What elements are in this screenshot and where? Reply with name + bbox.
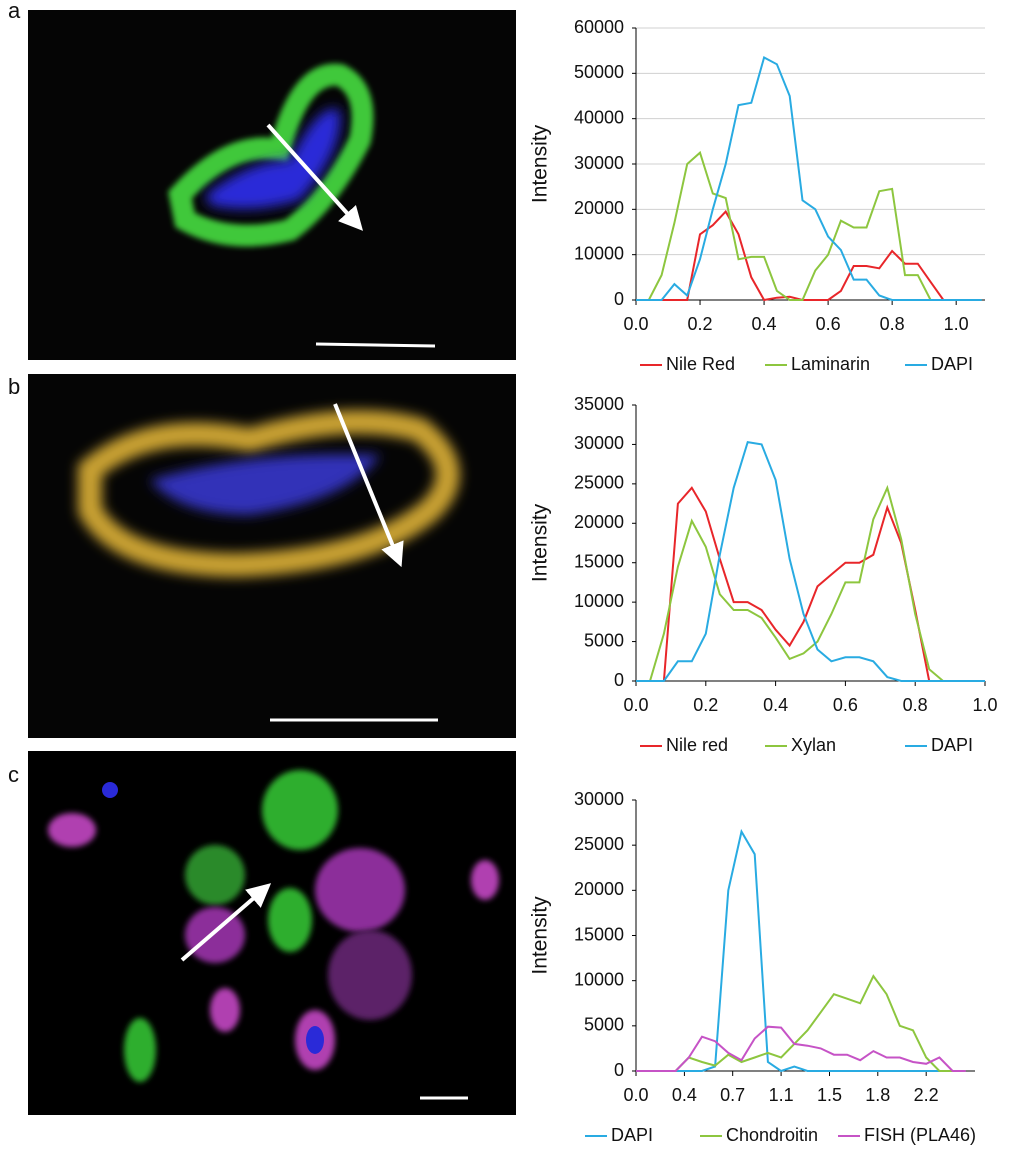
y-tick-label: 30000 (574, 433, 624, 453)
y-tick-label: 30000 (574, 789, 624, 809)
y-tick-label: 0 (614, 1060, 624, 1080)
x-tick-label: 0.8 (903, 695, 928, 715)
x-tick-label: 0.4 (763, 695, 788, 715)
y-tick-label: 10000 (574, 591, 624, 611)
x-tick-label: 0.6 (816, 314, 841, 334)
legend-label: DAPI (931, 735, 973, 755)
x-tick-label: 0.7 (720, 1085, 745, 1105)
data-line (636, 484, 985, 682)
y-tick-label: 0 (614, 670, 624, 690)
y-tick-label: 60000 (574, 17, 624, 37)
x-tick-label: 0.4 (752, 314, 777, 334)
legend-label: Chondroitin (726, 1125, 818, 1145)
y-tick-label: 5000 (584, 630, 624, 650)
x-tick-label: 0.2 (693, 695, 718, 715)
legend-label: Laminarin (791, 354, 870, 374)
y-tick-label: 15000 (574, 551, 624, 571)
y-tick-label: 20000 (574, 198, 624, 218)
y-tick-label: 25000 (574, 473, 624, 493)
y-tick-label: 20000 (574, 512, 624, 532)
y-tick-label: 25000 (574, 834, 624, 854)
y-tick-label: 50000 (574, 62, 624, 82)
legend-label: Nile red (666, 735, 728, 755)
x-tick-label: 0.2 (688, 314, 713, 334)
y-tick-label: 15000 (574, 924, 624, 944)
y-tick-label: 20000 (574, 879, 624, 899)
micrograph-c (28, 751, 516, 1115)
x-tick-label: 1.1 (769, 1085, 794, 1105)
y-tick-label: 40000 (574, 107, 624, 127)
legend-label: FISH (PLA46) (864, 1125, 976, 1145)
legend-label: Nile Red (666, 354, 735, 374)
data-line (636, 440, 985, 682)
x-tick-label: 1.0 (944, 314, 969, 334)
x-tick-label: 0.0 (623, 695, 648, 715)
y-axis-label: Intensity (529, 503, 552, 582)
data-line (636, 150, 982, 301)
micrograph-a (28, 10, 516, 360)
data-line (636, 486, 985, 682)
data-line (636, 209, 982, 302)
y-tick-label: 10000 (574, 969, 624, 989)
x-tick-label: 1.5 (817, 1085, 842, 1105)
y-tick-label: 0 (614, 289, 624, 309)
x-tick-label: 0.4 (672, 1085, 697, 1105)
x-tick-label: 0.0 (623, 1085, 648, 1105)
panel-label: b (8, 374, 20, 399)
data-line (636, 974, 966, 1072)
y-axis-label: Intensity (529, 124, 552, 203)
x-tick-label: 0.6 (833, 695, 858, 715)
y-tick-label: 5000 (584, 1015, 624, 1035)
y-tick-label: 35000 (574, 394, 624, 414)
data-line (636, 56, 982, 301)
x-tick-label: 0.0 (623, 314, 648, 334)
data-line (636, 1025, 966, 1072)
x-tick-label: 1.8 (865, 1085, 890, 1105)
legend-label: Xylan (791, 735, 836, 755)
micrograph-b (28, 374, 516, 738)
data-line (636, 828, 966, 1073)
legend-label: DAPI (611, 1125, 653, 1145)
x-tick-label: 0.8 (880, 314, 905, 334)
x-tick-label: 1.0 (972, 695, 997, 715)
y-tick-label: 10000 (574, 243, 624, 263)
y-axis-label: Intensity (529, 896, 552, 975)
panel-label: c (8, 762, 19, 787)
legend-label: DAPI (931, 354, 973, 374)
y-tick-label: 30000 (574, 153, 624, 173)
x-tick-label: 2.2 (914, 1085, 939, 1105)
panel-label: a (8, 0, 21, 23)
